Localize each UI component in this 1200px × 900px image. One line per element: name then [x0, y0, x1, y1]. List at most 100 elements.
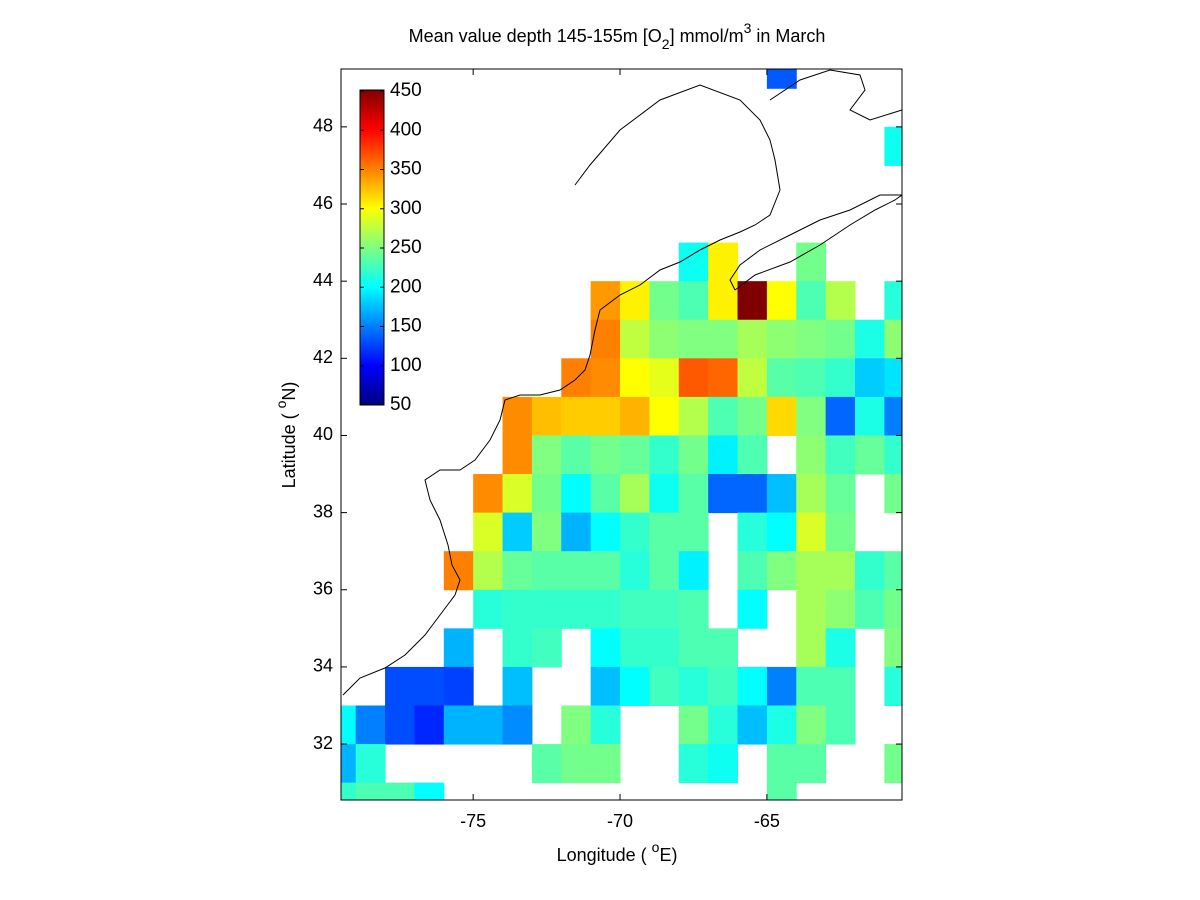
heatmap-cell: [884, 126, 902, 166]
heatmap-cell: [502, 435, 533, 475]
heatmap-cell: [414, 666, 445, 706]
heatmap-cell: [531, 435, 562, 475]
heatmap-cell: [341, 705, 357, 745]
heatmap-cell: [708, 281, 739, 321]
heatmap-cell: [561, 435, 592, 475]
heatmap-cell: [620, 396, 650, 436]
heatmap-cell: [884, 396, 902, 436]
y-tick-label: 34: [313, 656, 333, 676]
heatmap-cell: [473, 705, 504, 745]
heatmap-cell: [473, 474, 504, 514]
heatmap-cell: [766, 782, 797, 800]
heatmap-cell: [708, 358, 739, 398]
heatmap-cell: [502, 396, 533, 436]
title-part: ] mmol/m: [670, 26, 744, 46]
heatmap-cell: [649, 512, 680, 552]
heatmap-cell: [473, 512, 504, 552]
colorbar-tick-label: 50: [390, 394, 411, 415]
heatmap-cell: [766, 69, 797, 89]
heatmap-cell: [708, 705, 739, 745]
heatmap-cell: [766, 705, 797, 745]
y-tick-label: 44: [313, 270, 333, 290]
heatmap-cell: [737, 474, 768, 514]
colorbar-tick-label: 250: [390, 237, 422, 258]
heatmap-cell: [590, 435, 621, 475]
title-part: 2: [662, 36, 670, 52]
heatmap-cell: [473, 551, 504, 591]
heatmap-cell: [502, 512, 533, 552]
heatmap-cell: [884, 435, 902, 475]
title-part: in March: [751, 26, 825, 46]
coast-us: [342, 84, 781, 696]
heatmap-cell: [678, 744, 709, 784]
heatmap-cell: [737, 666, 768, 706]
heatmap-cell: [561, 589, 592, 629]
heatmap: [341, 69, 902, 800]
heatmap-cell: [590, 628, 621, 668]
heatmap-cell: [678, 551, 709, 591]
heatmap-cell: [796, 628, 827, 668]
heatmap-cell: [678, 396, 709, 436]
heatmap-cell: [561, 551, 592, 591]
heatmap-cell: [855, 358, 885, 398]
heatmap-cell: [531, 512, 562, 552]
heatmap-cell: [825, 435, 856, 475]
coast-north: [769, 69, 902, 121]
heatmap-cell: [796, 705, 827, 745]
heatmap-cell: [766, 396, 797, 436]
heatmap-cell: [355, 744, 386, 784]
colorbar: 50 100 150 200 250 300 350 400 450: [359, 80, 422, 415]
heatmap-cell: [620, 589, 650, 629]
heatmap-cell: [620, 474, 650, 514]
heatmap-cell: [620, 666, 650, 706]
y-tick-label: 42: [313, 347, 333, 367]
heatmap-cell: [502, 474, 533, 514]
heatmap-cell: [355, 782, 386, 800]
heatmap-cell: [825, 551, 856, 591]
axes: -75 -70 -65 32 34 36 38 40 42 44 46 48: [313, 69, 902, 831]
heatmap-cell: [796, 435, 827, 475]
heatmap-cell: [649, 319, 680, 359]
heatmap-cell: [531, 628, 562, 668]
heatmap-cell: [531, 551, 562, 591]
heatmap-cell: [708, 242, 739, 282]
heatmap-cell: [561, 358, 592, 398]
colorbar-tick-label: 300: [390, 198, 422, 219]
x-tick-label: -75: [460, 811, 486, 831]
y-tick-label: 40: [313, 424, 333, 444]
heatmap-cell: [341, 744, 357, 784]
heatmap-cell: [385, 666, 415, 706]
heatmap-cell: [649, 358, 680, 398]
script-text: o: [273, 400, 289, 408]
heatmap-cell: [590, 512, 621, 552]
x-tick-label: -65: [754, 811, 780, 831]
heatmap-cell: [590, 589, 621, 629]
heatmap-cell: [649, 628, 680, 668]
heatmap-cell: [385, 705, 415, 745]
heatmap-cell: [708, 435, 739, 475]
heatmap-cell: [649, 551, 680, 591]
heatmap-cell: [825, 705, 856, 745]
label-text: N): [279, 382, 299, 401]
title-part: 3: [744, 20, 752, 36]
heatmap-cell: [649, 396, 680, 436]
axes-box: [340, 68, 903, 801]
heatmap-cell: [678, 512, 709, 552]
heatmap-cell: [341, 782, 357, 800]
heatmap-cell: [443, 628, 474, 668]
heatmap-cell: [884, 474, 902, 514]
heatmap-cell: [737, 551, 768, 591]
heatmap-cell: [796, 551, 827, 591]
colorbar-tick-label: 400: [390, 119, 422, 140]
heatmap-cell: [590, 358, 621, 398]
heatmap-cell: [620, 435, 650, 475]
heatmap-cell: [590, 319, 621, 359]
heatmap-cell: [796, 666, 827, 706]
heatmap-cell: [766, 358, 797, 398]
colorbar-tick-label: 350: [390, 159, 422, 180]
heatmap-cell: [825, 396, 856, 436]
heatmap-cell: [737, 512, 768, 552]
heatmap-cell: [825, 319, 856, 359]
heatmap-cell: [355, 705, 386, 745]
